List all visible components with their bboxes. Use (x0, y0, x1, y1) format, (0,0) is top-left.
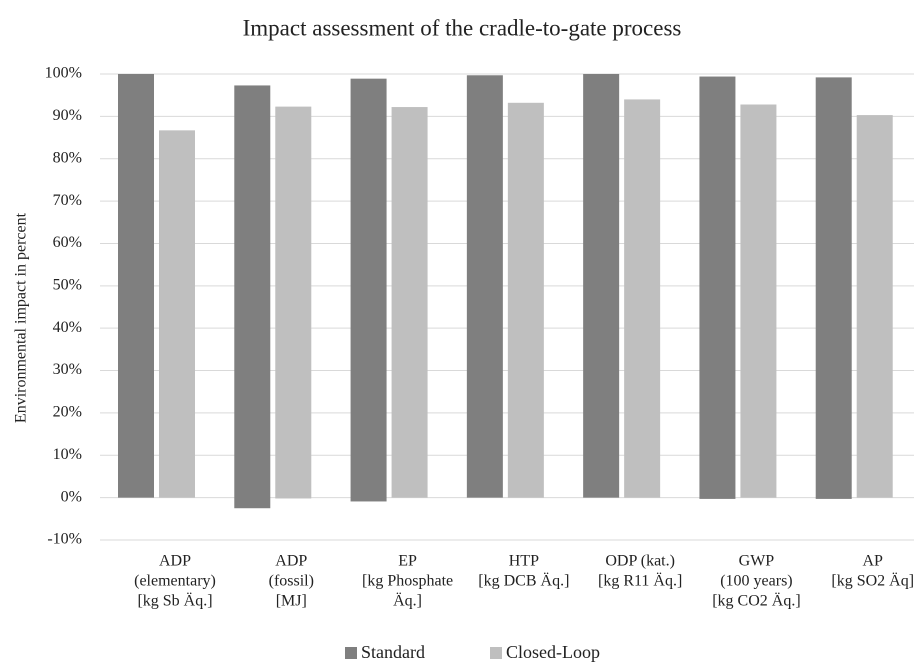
x-tick-label: GWP (739, 553, 775, 570)
x-tick-label: [kg CO2 Äq.] (712, 592, 800, 610)
bar (624, 99, 661, 498)
y-tick-label: 0% (61, 488, 82, 505)
x-tick-label: ADP (275, 553, 307, 570)
x-tick-label: EP (398, 553, 417, 570)
bar (159, 130, 195, 498)
y-tick-label: 10% (53, 446, 82, 463)
x-tick-label: ODP (kat.) (605, 553, 675, 570)
legend-swatch (490, 647, 502, 659)
y-tick-label: 30% (53, 361, 82, 378)
x-tick-label: HTP (509, 553, 539, 570)
y-tick-label: 50% (53, 276, 82, 293)
bar (699, 76, 736, 499)
bar (275, 106, 312, 499)
bar (583, 74, 620, 498)
x-tick-label: [MJ] (276, 593, 307, 610)
y-tick-label: 90% (53, 107, 82, 124)
bar (815, 77, 852, 499)
y-tick-label: 60% (53, 234, 82, 251)
bar (856, 115, 893, 498)
bar (507, 102, 544, 498)
x-tick-label: [kg Sb Äq.] (137, 592, 212, 610)
bar (118, 74, 154, 498)
bar (391, 107, 428, 498)
x-tick-label: ADP (159, 553, 191, 570)
x-tick-label: (fossil) (269, 573, 314, 590)
x-tick-label: [kg Phosphate (362, 573, 453, 590)
x-tick-label: [kg SO2 Äq] (831, 572, 914, 590)
legend-label: Closed-Loop (506, 642, 600, 662)
y-tick-label: 70% (53, 192, 82, 209)
y-axis-label: Environmental impact in percent (13, 212, 30, 423)
bar (234, 85, 271, 509)
y-tick-label: 80% (53, 149, 82, 166)
x-tick-label: (elementary) (134, 573, 216, 590)
x-tick-label: (100 years) (720, 573, 792, 590)
x-tick-label: [kg R11 Äq.] (598, 572, 682, 590)
chart-title: Impact assessment of the cradle-to-gate … (243, 15, 682, 40)
bar (740, 104, 777, 498)
x-tick-label: AP (862, 553, 883, 570)
y-tick-label: -10% (47, 531, 82, 548)
legend-swatch (345, 647, 357, 659)
legend-label: Standard (361, 642, 425, 662)
y-tick-label: 20% (53, 404, 82, 421)
x-tick-label: [kg DCB Äq.] (478, 572, 569, 590)
y-tick-label: 40% (53, 319, 82, 336)
bar (466, 75, 503, 498)
y-tick-label: 100% (45, 65, 82, 82)
x-tick-label: Äq.] (393, 592, 422, 610)
bar (350, 78, 387, 502)
